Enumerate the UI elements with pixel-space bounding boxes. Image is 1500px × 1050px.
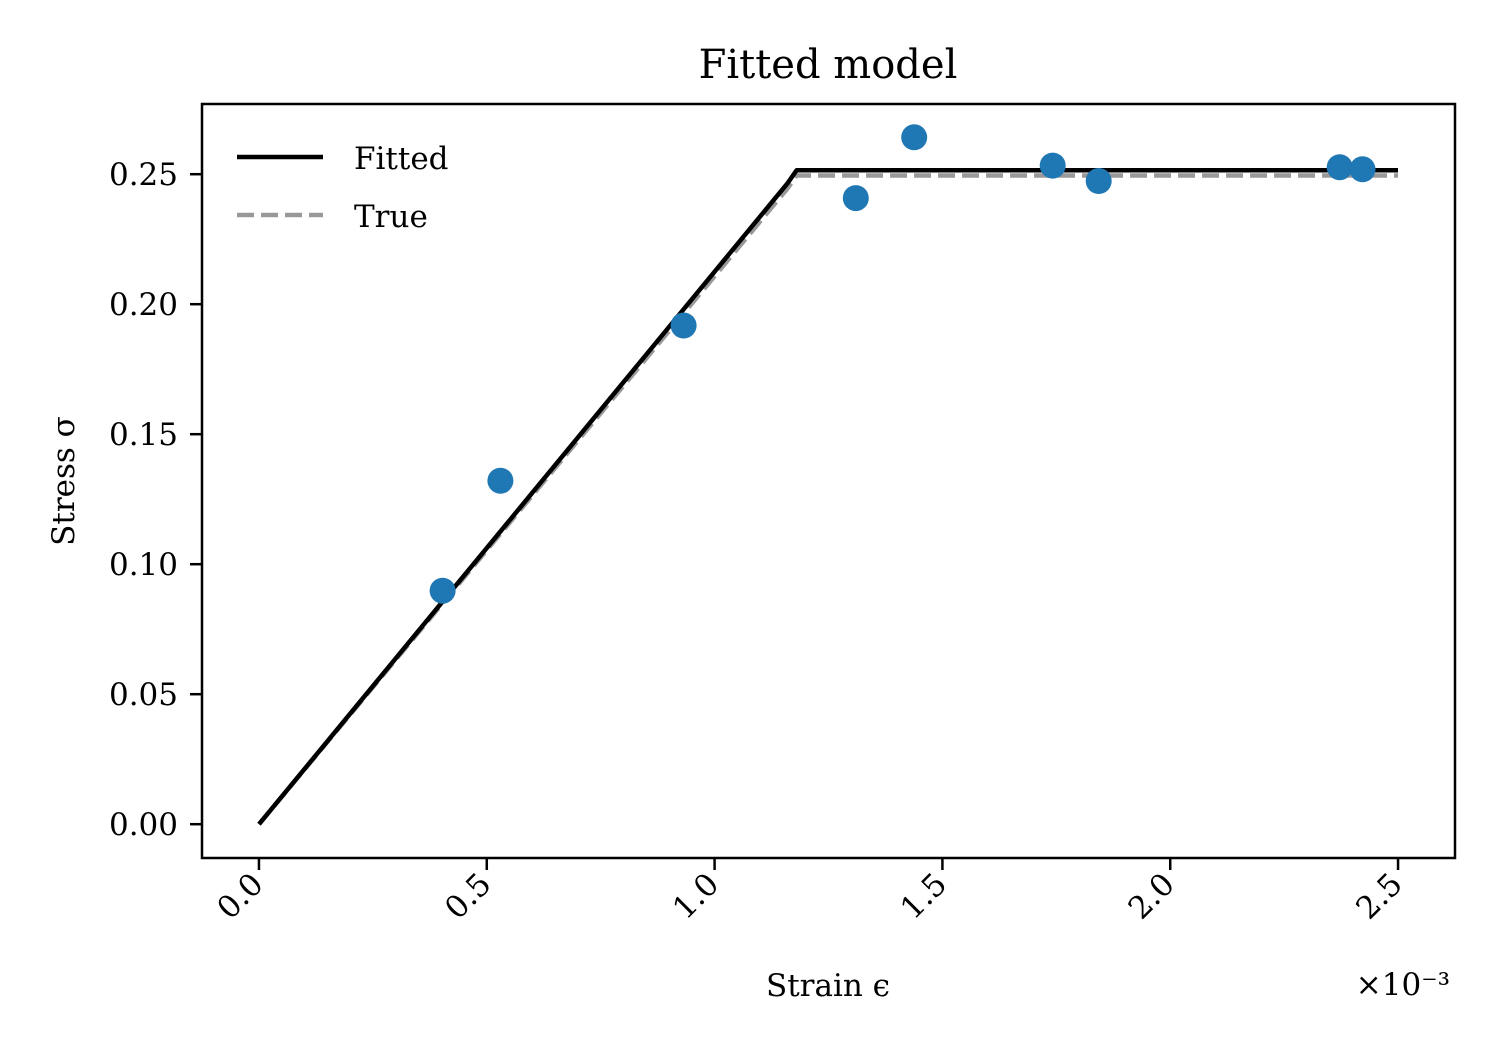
data-point: [901, 124, 928, 151]
data-point: [1039, 152, 1066, 179]
y-tick-label: 0.00: [109, 807, 178, 843]
y-tick-label: 0.15: [109, 417, 178, 453]
y-tick-label: 0.25: [109, 157, 178, 193]
y-axis-ticks: 0.00 0.05 0.10 0.15 0.20 0.25: [109, 157, 202, 843]
plot-area-frame: [200, 102, 1457, 860]
data-point: [670, 312, 697, 339]
plot-series: [257, 124, 1398, 826]
legend: Fitted True: [237, 141, 449, 235]
chart-title: Fitted model: [699, 42, 958, 88]
legend-label-fitted: Fitted: [354, 141, 449, 177]
x-axis-offset-label: ×10⁻³: [1356, 967, 1450, 1003]
data-point: [1085, 168, 1112, 194]
y-tick-label: 0.20: [109, 287, 178, 323]
data-point: [429, 577, 456, 604]
data-point: [842, 185, 869, 212]
y-tick-label: 0.10: [109, 547, 178, 583]
data-point: [1349, 156, 1376, 183]
data-point: [487, 467, 514, 494]
y-tick-label: 0.05: [109, 677, 178, 713]
legend-label-true: True: [354, 199, 428, 235]
y-axis-label: Stress σ: [46, 416, 82, 546]
x-axis-label: Strain ϵ: [766, 968, 890, 1004]
data-point: [1326, 154, 1353, 181]
